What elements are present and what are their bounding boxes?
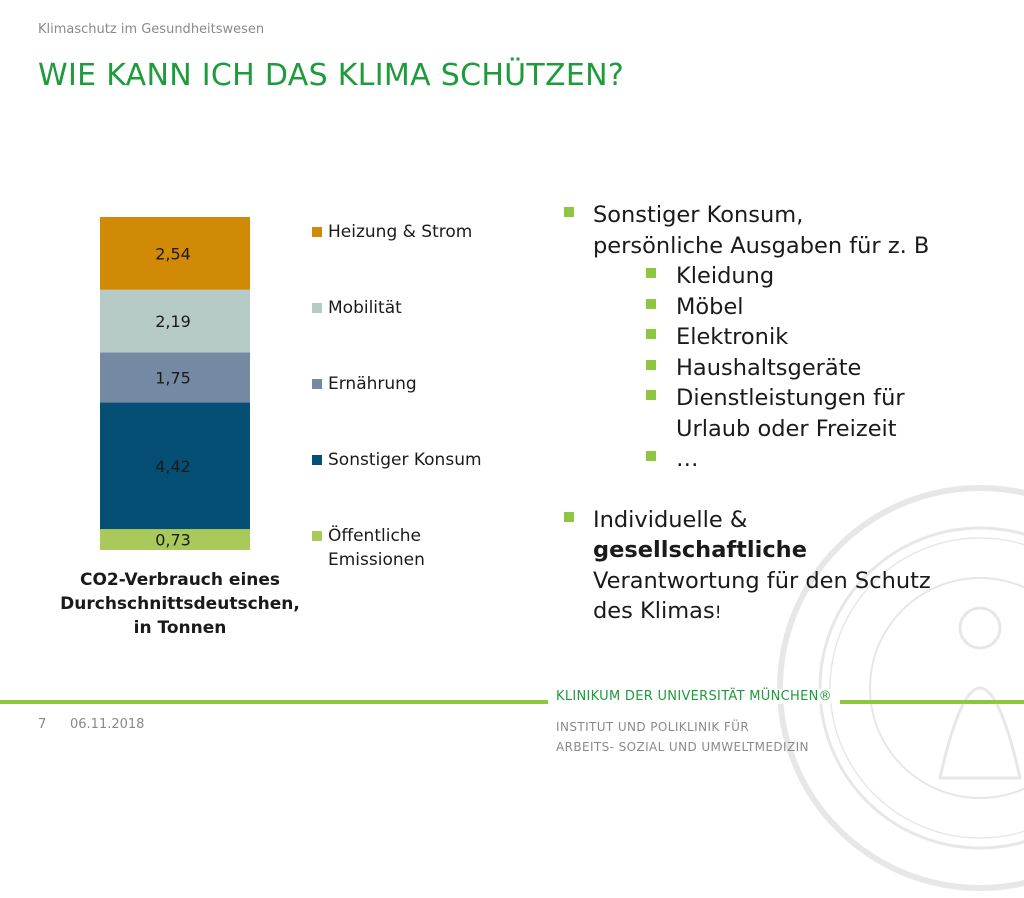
chart-caption-line: in Tonnen — [133, 618, 227, 638]
sub-bullet-text: Urlaub oder Freizeit — [676, 415, 897, 442]
legend-item: Heizung & Strom — [312, 220, 472, 244]
bullet-text-strong: gesellschaftliche — [593, 537, 807, 563]
bar-segment — [100, 217, 250, 290]
sub-bullet-item: Möbel — [560, 292, 1010, 323]
sub-bullet-item: Elektronik — [560, 322, 1010, 353]
sub-bullet-item: Dienstleistungen für Urlaub oder Freizei… — [560, 383, 1010, 444]
bullet-text-line: persönliche Ausgaben für z. B — [593, 232, 930, 259]
legend-label: Mobilität — [328, 298, 402, 318]
stacked-bar-chart: 0,73 4,42 1,75 2,19 2,54 — [100, 217, 250, 550]
bar-segment — [100, 289, 250, 353]
bar-segment-label: 2,54 — [155, 244, 191, 263]
sub-bullet-text: Kleidung — [676, 263, 775, 289]
bullet-text-line: des Klimas! — [593, 596, 1010, 629]
legend-item: Öffentliche Emissionen — [312, 524, 425, 572]
bar-segment-label: 4,42 — [155, 457, 191, 476]
legend-swatch-icon — [312, 227, 322, 237]
legend-label: Emissionen — [328, 550, 425, 570]
sub-bullet-item: Kleidung — [560, 261, 1010, 292]
legend-item: Sonstiger Konsum — [312, 448, 482, 472]
legend-item: Mobilität — [312, 296, 402, 320]
bullet-square-icon — [564, 511, 574, 522]
bullet-square-icon — [646, 451, 656, 461]
bullet-square-icon — [646, 298, 656, 309]
bullet-square-icon — [646, 390, 656, 400]
slide-overline: Klimaschutz im Gesundheitswesen — [38, 22, 265, 37]
bar-segment — [100, 402, 250, 530]
legend-label: Öffentliche — [328, 526, 422, 546]
bullet-text-line: Individuelle & — [593, 506, 748, 533]
footer-divider — [0, 700, 1024, 704]
bar-segment-label: 0,73 — [155, 531, 191, 550]
sub-bullet-text: Möbel — [676, 293, 744, 320]
bullet-square-icon — [564, 207, 574, 217]
legend-label: Heizung & Strom — [328, 222, 473, 242]
bullet-square-icon — [646, 329, 656, 339]
legend-swatch-icon — [312, 455, 322, 465]
legend-label: Ernährung — [328, 374, 417, 394]
page-number: 7 — [38, 717, 47, 732]
sub-bullet-item: … — [560, 444, 1010, 475]
slide-title: WIE KANN ICH DAS KLIMA SCHÜTZEN? — [38, 58, 625, 93]
sub-bullet-item: Haushaltsgeräte — [560, 353, 1010, 384]
bullet-text-line: Verantwortung für den Schutz — [593, 567, 931, 594]
chart-caption-line: Durchschnittsdeutschen, — [60, 594, 300, 614]
footer-date: 06.11.2018 — [70, 717, 145, 732]
chart-caption-line: CO2-Verbrauch eines — [79, 570, 281, 590]
bullet-square-icon — [646, 359, 656, 370]
legend-swatch-icon — [312, 379, 322, 389]
bullet-text-fragment: des Klimas — [593, 598, 715, 624]
legend-swatch-icon — [312, 303, 322, 313]
legend-label: Sonstiger Konsum — [328, 450, 482, 470]
bar-segment — [100, 352, 250, 403]
legend-item: Ernährung — [312, 372, 417, 396]
bullet-list: Sonstiger Konsum, persönliche Ausgaben f… — [560, 200, 1010, 629]
bullet-item: Individuelle & gesellschaftliche Verantw… — [560, 505, 1010, 629]
bar-segment-label: 2,19 — [155, 312, 191, 331]
footer-institute: INSTITUT UND POLIKLINIK FÜR ARBEITS- SOZ… — [556, 717, 809, 757]
bullet-text-exclamation: ! — [714, 603, 722, 623]
sub-bullet-text: Haushaltsgeräte — [676, 354, 862, 381]
bullet-square-icon — [646, 268, 656, 278]
bullet-item: Sonstiger Konsum, persönliche Ausgaben f… — [560, 200, 1010, 261]
institute-line: ARBEITS- SOZIAL UND UMWELTMEDIZIN — [556, 740, 809, 754]
legend-swatch-icon — [312, 531, 322, 541]
sub-bullet-text: … — [676, 446, 699, 472]
bar-segment — [100, 529, 250, 550]
chart-caption: CO2-Verbrauch eines Durchschnittsdeutsch… — [30, 568, 330, 640]
bullet-text-line: Sonstiger Konsum, — [593, 202, 804, 228]
sub-bullet-text: Elektronik — [676, 324, 789, 350]
footer-brand: KLINIKUM DER UNIVERSITÄT MÜNCHEN® — [548, 689, 840, 704]
bar-segment-label: 1,75 — [155, 368, 191, 387]
sub-bullet-text: Dienstleistungen für — [676, 385, 905, 411]
institute-line: INSTITUT UND POLIKLINIK FÜR — [556, 720, 750, 734]
